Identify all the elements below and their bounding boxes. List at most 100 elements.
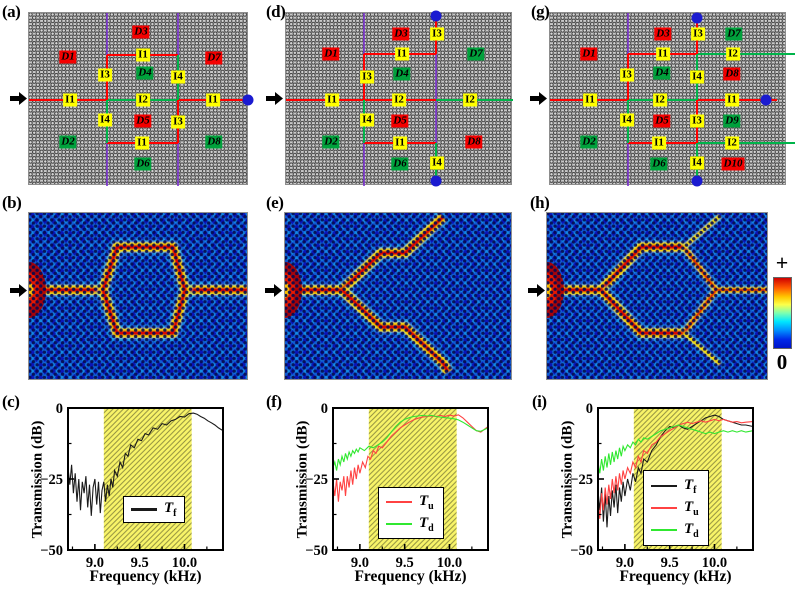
- panel-letter-i: (i): [532, 392, 547, 411]
- rod-lattice-overlay: [28, 212, 248, 380]
- marker-D3: D3: [132, 25, 150, 39]
- panel-letter-f: (f): [266, 392, 282, 411]
- panel-letter-h: (h): [530, 193, 550, 212]
- marker-I3: I3: [690, 114, 704, 128]
- marker-D8: D8: [723, 67, 741, 81]
- transmission-chart-f: Transmission (dB) 9.0 9.5 10.0 0 −25 −50 Freque…: [285, 398, 535, 591]
- legend-line-sample: [651, 528, 677, 532]
- colorbar-gradient: [772, 277, 792, 349]
- marker-D4: D4: [136, 66, 154, 80]
- marker-I1: I1: [395, 47, 409, 61]
- legend-line-sample: [386, 500, 412, 504]
- rod-lattice-overlay: [546, 212, 768, 380]
- field-panel-h: [530, 212, 768, 380]
- marker-D2: D2: [59, 135, 77, 149]
- panel-letter-d: (d): [266, 2, 286, 21]
- marker-I2: I2: [653, 93, 667, 107]
- input-arrow: [10, 284, 27, 302]
- marker-I4: I4: [430, 156, 444, 170]
- marker-D2: D2: [580, 135, 598, 149]
- marker-I4: I4: [690, 70, 704, 84]
- input-arrow: [266, 92, 283, 110]
- x-tick-label: 9.0: [616, 555, 634, 571]
- marker-D7: D7: [467, 47, 485, 61]
- legend-line-sample: [651, 484, 677, 488]
- y-tick-label: −25: [305, 472, 328, 488]
- input-arrow: [530, 92, 547, 110]
- input-arrow-icon: [265, 284, 282, 297]
- colorbar-max-label: +: [775, 250, 789, 275]
- curve-T_f: [597, 414, 754, 528]
- chart-canvas-c: 9.0 9.5 10.0 0 −25 −50: [40, 401, 224, 571]
- legend-label: Tu: [419, 492, 434, 512]
- field-panel-b: [12, 212, 248, 380]
- marker-I1: I1: [136, 48, 150, 62]
- x-tick-label: 9.0: [86, 555, 104, 571]
- marker-I1: I1: [652, 136, 666, 150]
- y-tick-label: −50: [40, 543, 63, 559]
- marker-D1: D1: [322, 47, 340, 61]
- marker-I2: I2: [136, 93, 150, 107]
- marker-I1: I1: [325, 93, 339, 107]
- lattice-panel-g: D3 I3 D7 D1 I1 I2 I3 D4 I4 D8 I1 I2 I1 I4 D5 I3 D9 D2 I1 I2…: [549, 12, 795, 187]
- lattice-paths-d: [286, 10, 513, 187]
- marker-D4: D4: [393, 67, 411, 81]
- field-plot-h: [530, 212, 768, 380]
- legend-label: Td: [684, 520, 699, 540]
- x-axis-label: Frequency (kHz): [619, 568, 732, 585]
- field-plot-e: [268, 211, 512, 380]
- y-tick-label: −50: [570, 543, 593, 559]
- marker-D9: D9: [723, 114, 741, 128]
- curve-T_d: [332, 414, 489, 471]
- transmission-chart-c: Transmission (dB) 9.0 9.5 10.0 0 −25 −50 Freque…: [20, 398, 270, 591]
- marker-I1: I1: [656, 47, 670, 61]
- legend-i: Tf Tu Td: [643, 470, 709, 546]
- marker-I4: I4: [360, 113, 374, 127]
- input-arrow-icon: [266, 92, 283, 105]
- marker-I3: I3: [171, 115, 185, 129]
- marker-I3: I3: [620, 68, 634, 82]
- port-dot: [691, 12, 703, 24]
- marker-D6: D6: [134, 157, 152, 171]
- marker-I1: I1: [206, 93, 220, 107]
- curve-T_d: [597, 424, 754, 474]
- marker-I1: I1: [63, 93, 77, 107]
- input-arrow: [528, 284, 545, 302]
- panel-letter-g: (g): [531, 2, 550, 21]
- lattice-panel-a: D3 D1 I1 D7 I3 D4 I4 I1 I2 I1 I4 D5 I3 D2 I1 D8 D6: [28, 12, 254, 186]
- marker-D4: D4: [653, 66, 671, 80]
- colorbar-min-label: 0: [776, 350, 788, 374]
- lattice-panel-d: D3 I3 D1 I1 D7 I3 D4 I1 I2 I2 I4 D5 D2 I1 D8 D6 I4: [285, 10, 513, 187]
- marker-I2: I2: [725, 136, 739, 150]
- panel-letter-e: (e): [266, 193, 284, 212]
- x-tick-label: 9.5: [131, 555, 149, 571]
- marker-D2: D2: [322, 135, 340, 149]
- port-dot: [430, 175, 442, 187]
- marker-D1: D1: [580, 47, 598, 61]
- legend-label: Tf: [164, 500, 177, 519]
- marker-D10: D10: [721, 157, 745, 171]
- marker-I4: I4: [171, 70, 185, 84]
- field-plot-b: [12, 212, 248, 380]
- legend-entry: Tf: [651, 477, 701, 496]
- curve-T_u: [332, 414, 489, 502]
- x-axis-label: Frequency (kHz): [354, 568, 467, 585]
- rod-lattice-overlay: [284, 212, 512, 380]
- marker-D1: D1: [59, 50, 77, 64]
- y-tick-label: −25: [40, 472, 63, 488]
- marker-D7: D7: [205, 51, 223, 65]
- x-tick-label: 10.0: [172, 555, 197, 571]
- input-arrow: [265, 284, 282, 302]
- x-tick-label: 10.0: [437, 555, 462, 571]
- legend-entry: Td: [386, 515, 436, 534]
- marker-I4: I4: [620, 113, 634, 127]
- curve-T_u: [597, 418, 754, 519]
- legend-c: Tf: [123, 496, 185, 523]
- field-panel-e: [268, 211, 512, 380]
- marker-D6: D6: [650, 157, 668, 171]
- marker-I2: I2: [726, 47, 740, 61]
- input-arrow-icon: [10, 284, 27, 297]
- y-tick-label: −25: [570, 472, 593, 488]
- legend-line-sample: [131, 508, 157, 511]
